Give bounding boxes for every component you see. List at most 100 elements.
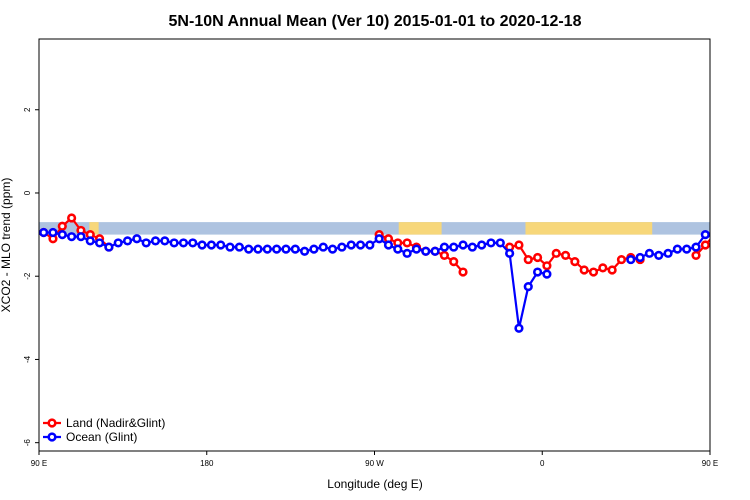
data-point xyxy=(318,242,328,252)
data-point xyxy=(402,238,412,248)
data-point xyxy=(739,223,746,230)
data-point xyxy=(94,238,105,248)
data-point xyxy=(197,240,207,250)
data-point xyxy=(300,246,310,256)
data-point xyxy=(169,238,179,248)
data-point xyxy=(327,244,338,254)
x-tick-label: 90 E xyxy=(31,459,47,468)
data-point xyxy=(374,234,384,244)
data-point xyxy=(365,240,375,250)
data-point xyxy=(48,227,58,238)
data-point xyxy=(216,240,226,250)
legend-swatch-marker xyxy=(47,432,57,442)
series-1 xyxy=(39,227,746,333)
data-point xyxy=(532,267,543,277)
data-point xyxy=(67,232,77,242)
data-point xyxy=(691,250,701,261)
data-point xyxy=(272,244,282,254)
data-point xyxy=(458,240,468,250)
data-point xyxy=(532,252,543,263)
data-point xyxy=(495,238,505,248)
data-point xyxy=(739,233,746,240)
data-point xyxy=(691,242,701,252)
data-point xyxy=(67,213,77,223)
legend: Land (Nadir&Glint)Ocean (Glint) xyxy=(43,416,165,444)
data-point xyxy=(458,267,468,277)
series-layer xyxy=(39,213,746,333)
data-point xyxy=(439,242,449,252)
y-tick-label: -2 xyxy=(23,272,32,280)
legend-label: Land (Nadir&Glint) xyxy=(66,416,165,430)
data-point xyxy=(449,242,459,252)
data-point xyxy=(711,231,718,238)
data-point xyxy=(39,227,49,238)
data-point xyxy=(290,244,300,254)
data-point xyxy=(542,261,552,271)
land-span-3 xyxy=(732,222,738,234)
data-point xyxy=(393,244,403,254)
data-point xyxy=(721,229,728,236)
data-point xyxy=(57,221,67,231)
plot-frame xyxy=(38,38,711,452)
data-point xyxy=(262,244,272,254)
data-point xyxy=(644,248,655,258)
data-point xyxy=(514,240,524,250)
data-point xyxy=(57,229,67,240)
data-point xyxy=(579,265,589,275)
data-point xyxy=(730,235,737,242)
y-tick-label: -6 xyxy=(23,439,32,447)
data-point xyxy=(588,267,599,277)
data-point xyxy=(421,246,431,256)
data-point xyxy=(188,238,198,248)
chart-title: 5N-10N Annual Mean (Ver 10) 2015-01-01 t… xyxy=(169,13,582,30)
legend-swatch-marker xyxy=(47,418,57,428)
data-point xyxy=(505,248,515,258)
x-tick-label: 0 xyxy=(540,459,545,468)
data-point xyxy=(402,248,412,258)
data-point xyxy=(113,238,123,248)
data-point xyxy=(150,236,161,246)
data-point xyxy=(514,323,524,333)
data-point xyxy=(430,246,440,256)
land-span-2 xyxy=(525,222,653,235)
data-point xyxy=(616,254,627,265)
data-point xyxy=(234,242,244,252)
data-point xyxy=(626,254,636,265)
y-tick-label: 2 xyxy=(23,107,32,112)
x-tick-label: 90 E xyxy=(702,459,718,468)
land-span-1 xyxy=(398,222,442,235)
x-tick-label: 90 W xyxy=(365,459,384,468)
data-point xyxy=(85,236,95,246)
data-point xyxy=(132,234,142,244)
data-point xyxy=(206,240,217,250)
data-point xyxy=(449,257,459,267)
data-point xyxy=(523,254,533,265)
data-point xyxy=(178,238,189,248)
data-point xyxy=(523,282,533,292)
data-point xyxy=(76,232,86,242)
data-point xyxy=(411,244,422,254)
data-point xyxy=(711,229,718,236)
y-axis-ticks: 2 0 -2 -4 -6 xyxy=(23,107,39,446)
data-point xyxy=(635,252,645,263)
data-point xyxy=(104,242,114,252)
x-tick-label: 180 xyxy=(200,459,214,468)
data-point xyxy=(244,244,254,254)
data-point xyxy=(160,236,170,246)
data-point xyxy=(607,265,617,275)
x-axis-label: Longitude (deg E) xyxy=(327,477,422,491)
series-line xyxy=(695,238,710,257)
data-point xyxy=(383,240,394,250)
data-point xyxy=(337,242,347,252)
data-point xyxy=(346,240,356,250)
data-point xyxy=(439,250,449,261)
data-point xyxy=(663,248,673,258)
land-ocean-band xyxy=(39,222,738,235)
data-point xyxy=(281,244,291,254)
data-point xyxy=(467,242,477,252)
data-point xyxy=(542,269,552,279)
data-point xyxy=(682,244,692,254)
data-point xyxy=(551,248,561,258)
